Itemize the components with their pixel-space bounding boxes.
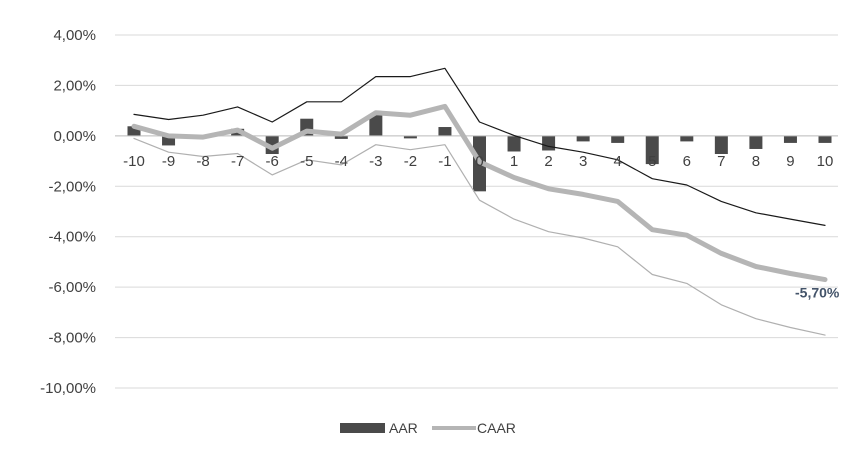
y-tick-label: -8,00% <box>48 330 96 347</box>
x-tick-label: 5 <box>648 153 656 170</box>
grid-lines <box>115 34 838 389</box>
y-tick-label: 4,00% <box>53 27 96 44</box>
aar-bar <box>542 135 556 151</box>
x-tick-label: -6 <box>266 153 279 170</box>
x-tick-label: -3 <box>369 153 382 170</box>
aar-bar <box>818 135 832 143</box>
aar-bar <box>265 135 279 155</box>
x-tick-label: -9 <box>162 153 175 170</box>
y-axis-tick-labels: 4,00% 2,00% 0,00% -2,00% -4,00% -6,00% -8,00% -… <box>40 27 96 397</box>
aar-bar <box>162 135 176 146</box>
x-tick-label: -7 <box>231 153 244 170</box>
aar-bar <box>369 114 383 136</box>
x-tick-label: 8 <box>752 153 760 170</box>
caar-line <box>131 103 828 283</box>
x-tick-label: -10 <box>123 153 145 170</box>
x-axis-tick-labels: -10 -9 -8 -7 -6 -5 -4 -3 -2 -1 0 1 2 3 4 5 6 7 8 9 10 <box>123 153 833 170</box>
x-tick-label: 7 <box>717 153 725 170</box>
x-tick-label: -5 <box>300 153 313 170</box>
aar-bar <box>438 127 452 136</box>
y-tick-label: -6,00% <box>48 279 96 296</box>
x-tick-label: 0 <box>475 153 483 170</box>
x-tick-label: -8 <box>196 153 209 170</box>
aar-bar <box>127 126 141 136</box>
aar-bar <box>783 135 797 143</box>
aar-bar <box>714 135 728 155</box>
legend-label-aar: AAR <box>389 420 418 436</box>
aar-bar <box>507 135 521 152</box>
y-tick-label: 0,00% <box>53 128 96 145</box>
aar-bar <box>576 135 590 142</box>
aar-bar <box>403 135 417 139</box>
legend: AAR CAAR <box>340 420 516 436</box>
x-tick-label: 6 <box>683 153 691 170</box>
y-tick-label: 2,00% <box>53 77 96 94</box>
aar-bar <box>749 135 763 149</box>
lower-band-line <box>133 137 826 336</box>
x-tick-label: 9 <box>786 153 794 170</box>
caar-end-label: -5,70% <box>795 285 840 301</box>
x-tick-label: -1 <box>438 153 451 170</box>
annotations: -5,70% <box>795 285 840 301</box>
aar-bar <box>611 135 625 143</box>
x-tick-label: 10 <box>817 153 834 170</box>
legend-swatch-aar <box>340 423 385 433</box>
x-tick-label: -4 <box>335 153 348 170</box>
x-tick-label: 3 <box>579 153 587 170</box>
x-tick-label: 2 <box>544 153 552 170</box>
y-tick-label: -4,00% <box>48 229 96 246</box>
aar-bar <box>645 135 659 165</box>
x-tick-label: 4 <box>614 153 622 170</box>
lines <box>131 67 828 336</box>
x-tick-label: -2 <box>404 153 417 170</box>
y-tick-label: -2,00% <box>48 178 96 195</box>
upper-band-line <box>133 67 826 226</box>
legend-label-caar: CAAR <box>477 420 516 436</box>
y-tick-label: -10,00% <box>40 380 96 397</box>
x-tick-label: 1 <box>510 153 518 170</box>
aar-bar <box>334 135 348 139</box>
aar-bar <box>680 135 694 142</box>
